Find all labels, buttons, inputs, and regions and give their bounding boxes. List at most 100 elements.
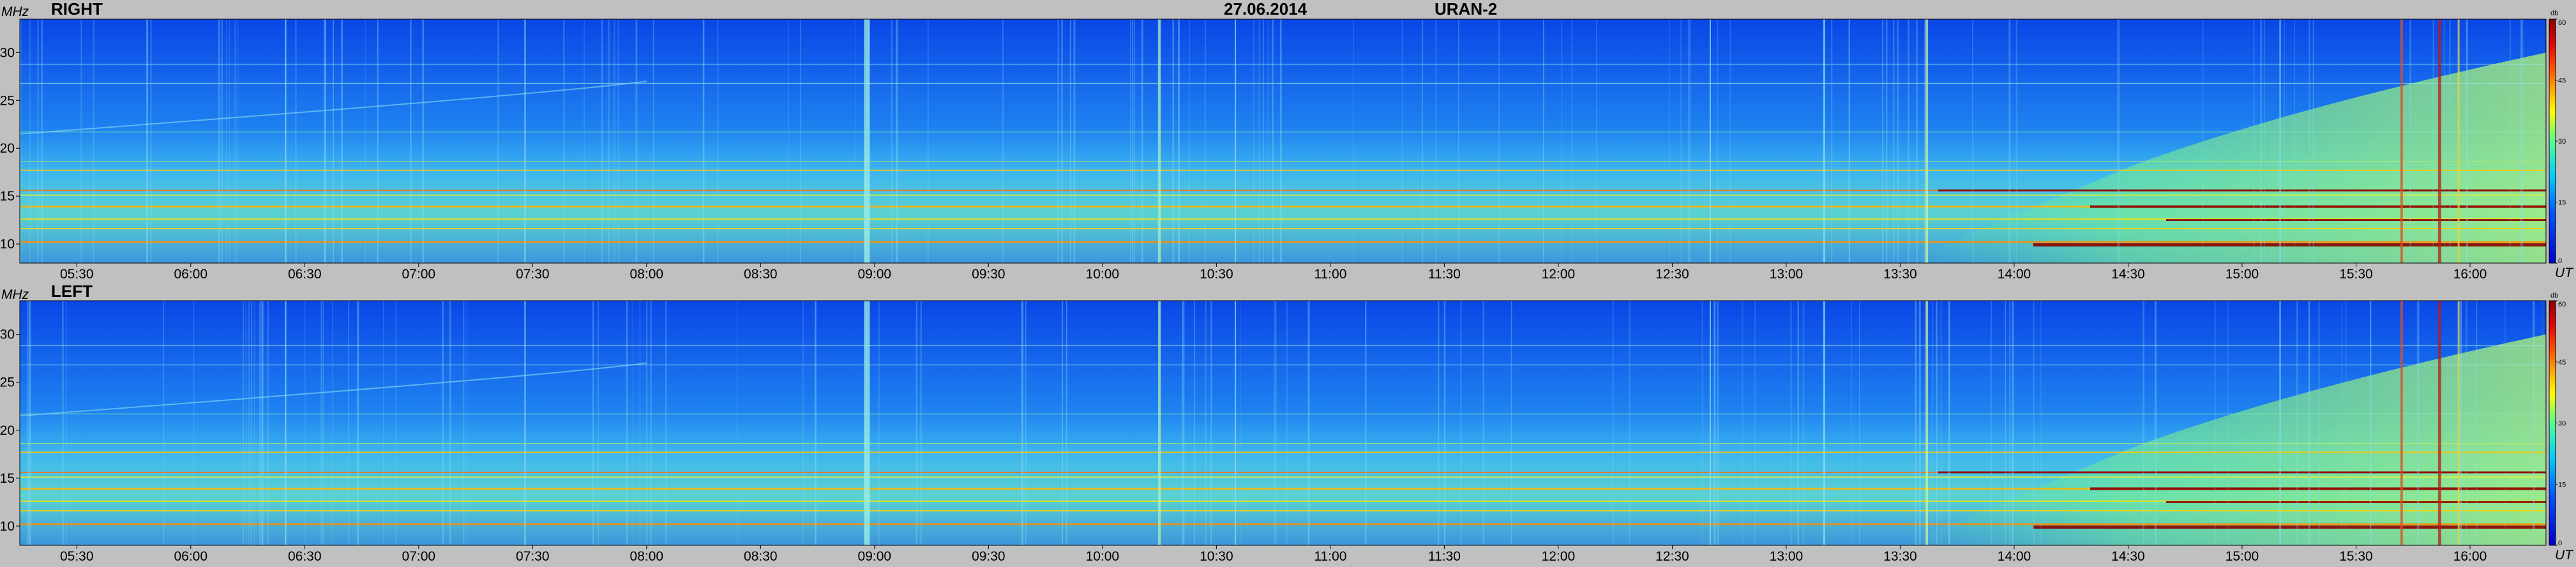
noise-streak [2143,301,2145,545]
noise-streak [341,19,343,263]
noise-streak [1172,19,1175,263]
strong-band [2165,219,2546,222]
noise-streak [1459,301,1462,545]
colorbar-tick-label: 0 [2558,540,2562,547]
noise-streak [295,19,297,263]
burst-streak [285,19,287,263]
noise-streak [2533,301,2535,545]
noise-streak [243,301,244,545]
colorbar-tick-label: 30 [2558,138,2566,146]
burst-streak [2457,301,2460,545]
burst-streak [2400,301,2403,545]
burst-streak [2279,301,2281,545]
noise-streak [245,301,247,545]
burst-streak [1925,301,1929,545]
noise-streak [1629,301,1631,545]
noise-streak [646,301,647,545]
x-tick-label: 13:00 [1770,267,1804,282]
burst-streak [1823,301,1825,545]
noise-streak [1258,19,1260,263]
noise-streak [1177,19,1180,263]
strong-band [2033,525,2546,529]
x-tick-label: 12:00 [1542,267,1576,282]
rfi-band [20,206,2546,208]
burst-streak [864,301,870,545]
noise-streak [2522,19,2524,263]
noise-streak [1897,19,1899,263]
x-tick-label: 09:00 [858,549,892,564]
noise-streak [80,19,82,263]
noise-streak [62,301,64,545]
noise-streak [395,301,397,545]
colorbar-tick-label: 0 [2558,257,2562,265]
burst-streak [2437,19,2441,263]
x-tick-label: 12:30 [1655,267,1689,282]
noise-streak [1272,19,1274,263]
noise-streak [229,19,230,263]
noise-streak [1057,19,1059,263]
burst-streak [1235,301,1237,545]
noise-streak [1286,301,1288,545]
noise-streak [2260,19,2263,263]
noise-streak [1421,19,1424,263]
enhanced-emission-region [1900,52,2546,263]
drifting-line [20,362,647,417]
noise-streak [1141,19,1143,263]
burst-streak [1235,19,1237,263]
x-tick-label: 12:30 [1655,549,1689,564]
noise-streak [1851,301,1852,545]
noise-streak [323,19,326,263]
colorbar-tick-label: 15 [2558,199,2566,207]
noise-streak [1353,19,1354,263]
noise-streak [2416,301,2418,545]
rfi-band [20,471,2546,473]
x-tick-label: 15:30 [2339,549,2373,564]
rfi-band [20,169,2546,171]
noise-streak [2312,19,2314,263]
instrument-label: URAN-2 [1435,0,1497,19]
x-tick-label: 07:30 [516,549,550,564]
colorbar-unit-label: db [2550,10,2558,17]
noise-streak [262,301,264,545]
y-unit-label: MHz [1,287,29,302]
burst-streak [1709,19,1711,263]
noise-streak [2040,301,2042,545]
noise-streak [2510,19,2511,263]
noise-streak [920,301,922,545]
noise-streak [322,301,324,545]
noise-streak [150,19,152,263]
noise-streak [1134,19,1135,263]
x-tick-label: 06:00 [174,549,207,564]
noise-streak [815,301,817,545]
noise-streak [665,301,667,545]
noise-streak [29,301,31,545]
y-tick-label: 20 [0,141,15,156]
x-tick-label: 10:00 [1086,267,1120,282]
noise-streak [1754,301,1756,545]
noise-streak [1848,19,1850,263]
noise-streak [377,19,379,263]
x-tick-label: 06:30 [288,549,322,564]
burst-streak [2457,19,2460,263]
colorbar [2549,19,2556,264]
noise-streak [1932,301,1934,545]
plot-frame [19,19,2547,264]
noise-streak [635,19,636,263]
colorbar-tick-label: 15 [2558,481,2566,488]
x-tick-label: 14:30 [2111,549,2145,564]
burst-streak [285,301,287,545]
rfi-band [20,451,2546,453]
noise-streak [891,19,893,263]
noise-streak [410,19,412,263]
noise-streak [617,19,620,263]
noise-streak [1924,19,1926,263]
x-tick-label: 11:00 [1314,549,1346,564]
panel-title: LEFT [51,282,93,301]
x-tick-label: 13:30 [1883,267,1917,282]
rfi-band [20,500,2546,502]
x-tick-label: 05:30 [60,549,94,564]
noise-streak [248,301,250,545]
noise-streak [37,19,39,263]
x-tick-label: 09:30 [972,267,1006,282]
x-tick-label: 05:30 [60,267,94,282]
